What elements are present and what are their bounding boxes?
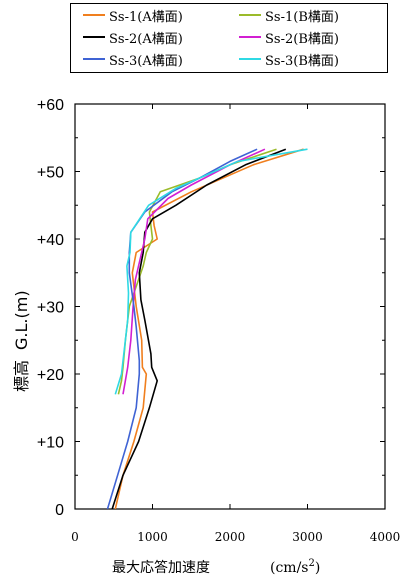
y-tick-label: 0 — [55, 502, 64, 519]
x-tick-label: 3000 — [292, 530, 323, 544]
x-tick-label: 4000 — [370, 530, 401, 544]
y-axis-title: 標高G.L.(m) — [12, 290, 31, 392]
legend-swatch — [239, 58, 261, 60]
legend-item: Ss-1(A構面) — [83, 4, 183, 26]
x-axis-title: 最大応答加速度 — [112, 559, 210, 576]
legend-item: Ss-1(B構面) — [239, 4, 339, 26]
x-axis-unit: (cm/s2) — [270, 558, 320, 576]
legend-swatch — [83, 58, 105, 60]
legend-swatch — [83, 14, 105, 16]
legend-label: Ss-1(B構面) — [265, 6, 339, 25]
legend-label: Ss-2(B構面) — [265, 28, 339, 47]
series-line — [112, 149, 286, 509]
legend-item: Ss-2(B構面) — [239, 26, 339, 48]
x-tick-label: 2000 — [215, 530, 246, 544]
legend-swatch — [239, 36, 261, 38]
y-tick-label: +20 — [37, 367, 64, 384]
legend-swatch — [239, 14, 261, 16]
legend-label: Ss-3(A構面) — [109, 50, 183, 69]
legend: Ss-1(A構面) Ss-1(B構面) Ss-2(A構面) Ss-2(B構面) Ss-3… — [70, 3, 388, 73]
series-line — [123, 149, 265, 394]
legend-label: Ss-2(A構面) — [109, 28, 183, 47]
y-tick-label: +30 — [37, 300, 64, 317]
legend-item: Ss-2(A構面) — [83, 26, 183, 48]
y-tick-label: +40 — [37, 232, 64, 249]
y-tick-label: +50 — [37, 165, 64, 182]
legend-item: Ss-3(B構面) — [239, 48, 339, 70]
legend-label: Ss-1(A構面) — [109, 6, 183, 25]
x-tick-label: 1000 — [137, 530, 168, 544]
legend-item: Ss-3(A構面) — [83, 48, 183, 70]
legend-swatch — [83, 36, 105, 38]
series-line — [115, 149, 303, 509]
legend-label: Ss-3(B構面) — [265, 50, 339, 69]
series-lines — [108, 149, 308, 509]
series-line — [115, 149, 307, 394]
y-axis: 0 +10 +20 +30 +40 +50 +60 — [37, 97, 385, 519]
y-tick-label: +60 — [37, 97, 64, 114]
y-axis-title-text: 標高G.L.(m) — [12, 290, 31, 392]
y-tick-label: +10 — [37, 435, 64, 452]
x-tick-label: 0 — [71, 530, 79, 544]
